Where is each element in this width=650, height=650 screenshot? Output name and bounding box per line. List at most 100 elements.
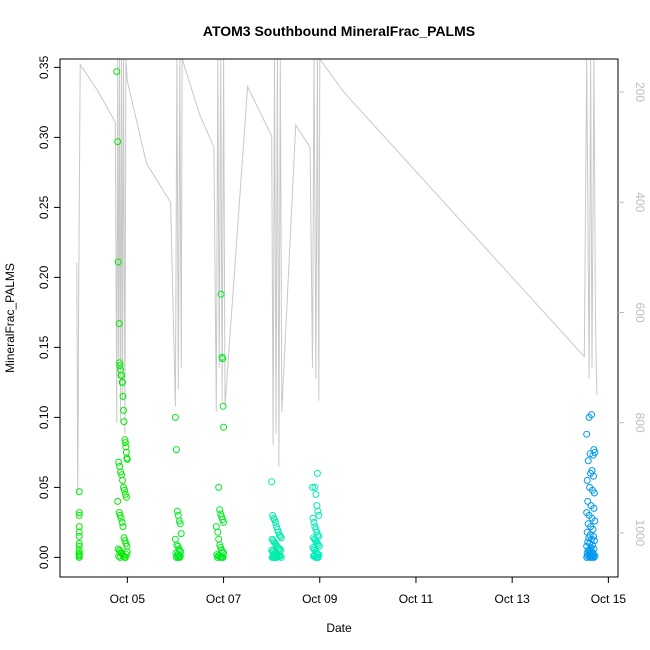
data-point <box>117 549 125 557</box>
data-point <box>75 528 83 536</box>
data-point <box>114 258 122 266</box>
data-point <box>122 493 130 501</box>
data-point <box>115 458 123 466</box>
x-axis-label: Date <box>326 621 352 635</box>
series-6 <box>583 411 599 561</box>
data-point <box>216 506 224 514</box>
y-tick-label: 0.15 <box>37 335 51 359</box>
data-point <box>273 553 281 561</box>
data-point <box>315 511 323 519</box>
scatter-points-layer <box>75 68 599 561</box>
data-point <box>314 507 322 515</box>
data-point <box>173 507 181 515</box>
data-point <box>314 541 322 549</box>
x-tick-label: Oct 05 <box>110 592 146 606</box>
data-point <box>213 553 221 561</box>
data-point <box>591 517 599 525</box>
data-point <box>116 553 124 561</box>
data-point <box>119 476 126 484</box>
data-point <box>174 511 182 519</box>
data-point <box>118 518 126 526</box>
right-tick-label: 200 <box>633 82 647 102</box>
data-point <box>219 355 227 363</box>
data-point <box>122 448 130 456</box>
data-point <box>583 542 591 550</box>
chart-title: ATOM3 Southbound MineralFrac_PALMS <box>203 23 475 39</box>
y-tick-label: 0.25 <box>37 195 51 219</box>
y-axis-label: MineralFrac_PALMS <box>3 263 17 373</box>
data-point <box>171 413 179 421</box>
data-point <box>212 523 220 531</box>
data-point <box>217 544 225 552</box>
data-point <box>75 553 83 561</box>
data-point <box>272 518 279 526</box>
data-point <box>118 371 126 379</box>
data-point <box>75 488 83 496</box>
data-point <box>268 478 276 486</box>
data-point <box>75 539 83 547</box>
data-point <box>120 418 128 426</box>
data-point <box>315 542 323 550</box>
data-point <box>313 502 321 510</box>
data-point <box>590 553 598 561</box>
data-point <box>177 530 185 538</box>
right-tick-label: 400 <box>633 192 647 212</box>
data-point <box>113 68 121 76</box>
data-point <box>214 528 222 536</box>
data-point <box>313 469 321 477</box>
data-point <box>310 518 318 526</box>
data-point <box>215 483 223 491</box>
data-point <box>589 525 597 533</box>
series-5 <box>309 469 323 561</box>
data-point <box>585 413 593 421</box>
data-point <box>119 392 127 400</box>
x-tick-label: Oct 15 <box>591 592 627 606</box>
x-axis: Oct 05 Oct 07 Oct 09 Oct 11 Oct 13 Oct 15 <box>110 577 627 606</box>
data-point <box>114 138 122 146</box>
series-1 <box>113 68 131 561</box>
data-point <box>215 535 223 543</box>
data-point <box>171 535 179 543</box>
series-2 <box>171 413 185 561</box>
plot-frame <box>59 58 619 578</box>
data-point <box>75 511 83 519</box>
data-point <box>311 483 319 491</box>
right-tick-label: 1000 <box>633 520 647 547</box>
data-point <box>117 514 125 522</box>
overlay-line-layer <box>76 57 598 495</box>
overlay-line <box>76 57 598 495</box>
x-tick-label: Oct 09 <box>302 592 338 606</box>
data-point <box>176 553 184 561</box>
data-point <box>589 451 597 459</box>
data-point <box>115 320 123 328</box>
data-point <box>217 290 225 298</box>
data-point <box>277 534 285 542</box>
data-point <box>587 553 595 561</box>
x-tick-label: Oct 07 <box>206 592 242 606</box>
data-point <box>121 486 128 494</box>
data-point <box>75 509 83 517</box>
y-tick-label: 0.05 <box>37 475 51 499</box>
data-point <box>314 553 322 561</box>
data-point <box>270 514 278 522</box>
data-point <box>276 545 284 553</box>
y-tick-label: 0.20 <box>37 265 51 289</box>
data-point <box>584 497 592 505</box>
data-point <box>309 514 317 522</box>
data-point <box>590 472 597 480</box>
data-point <box>590 489 598 497</box>
data-point <box>584 457 592 465</box>
x-tick-label: Oct 13 <box>494 592 530 606</box>
data-point <box>172 446 180 454</box>
data-point <box>114 497 122 505</box>
data-point <box>123 455 131 463</box>
data-point <box>120 406 127 414</box>
data-point <box>312 490 320 498</box>
data-point <box>121 436 129 444</box>
data-point <box>75 542 83 550</box>
data-point <box>276 532 284 540</box>
data-point <box>590 504 598 512</box>
data-point <box>583 553 591 561</box>
data-point <box>116 362 124 370</box>
data-point <box>219 402 227 410</box>
